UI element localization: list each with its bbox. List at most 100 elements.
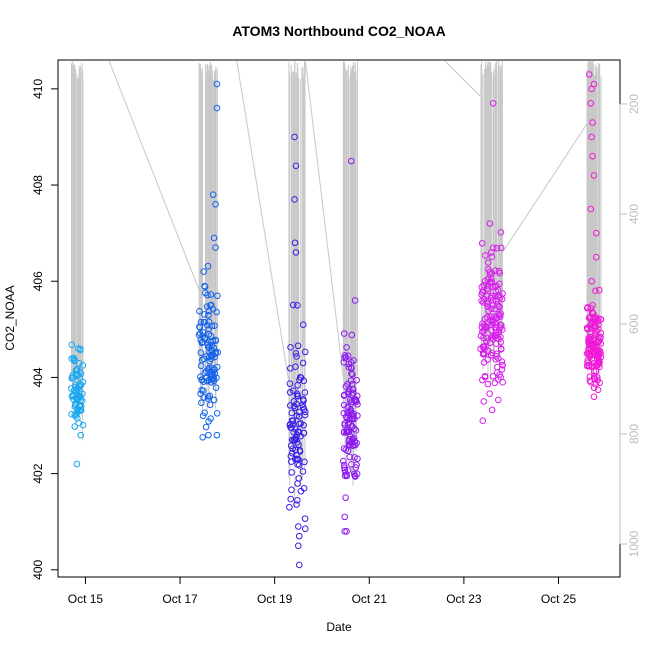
data-point [348,380,356,388]
data-point [492,356,499,363]
data-point [345,363,353,371]
data-point [346,441,354,449]
data-point [209,305,217,313]
data-point [489,332,496,340]
data-point [591,324,599,332]
data-point [196,323,204,331]
data-point [349,371,356,378]
data-point [595,351,603,358]
data-point [591,313,599,321]
data-point [340,429,348,436]
data-point [295,475,303,482]
data-point [480,359,488,366]
right-tick-label: 600 [627,314,641,334]
data-point [204,393,212,400]
data-point [351,297,359,304]
data-point [341,420,349,427]
data-point [301,515,309,522]
data-point [205,330,213,338]
data-point [497,324,504,332]
data-point [497,244,505,252]
data-point [347,407,354,415]
data-point [212,244,219,251]
data-point [494,396,502,404]
data-point [76,392,84,400]
data-point [482,252,489,259]
data-point [488,249,495,256]
data-point [583,304,591,312]
x-tick-label: Oct 17 [162,592,198,606]
data-point [70,354,77,362]
data-point [340,401,348,409]
data-point [588,133,595,141]
data-point [288,409,296,417]
data-point [590,393,598,400]
data-point [294,301,301,309]
data-point [345,386,353,393]
data-point [68,374,76,382]
data-point [347,377,355,384]
data-point [590,80,598,88]
data-point [585,362,593,370]
data-point [497,345,505,353]
data-point [292,446,299,454]
data-point [212,200,219,208]
data-point [340,457,347,465]
data-point [286,420,294,428]
trace-connector [444,60,484,99]
data-point [479,299,487,306]
data-point [341,513,348,521]
data-point [210,396,218,404]
data-point [499,378,506,386]
data-point [292,363,299,370]
data-point [342,494,349,501]
data-point [301,389,309,396]
trace-connector [236,60,292,397]
data-point [480,334,487,342]
data-point [585,314,593,322]
data-point [209,191,217,198]
data-point [593,253,600,261]
chart-title: ATOM3 Northbound CO2_NOAA [232,23,445,39]
data-point [340,330,348,337]
data-point [207,355,215,363]
data-point [492,340,500,347]
data-point [288,458,295,465]
data-point [73,410,80,418]
data-point [211,353,219,361]
data-point [299,321,307,328]
data-point [205,418,212,425]
data-point [586,353,594,360]
data-point [350,357,357,364]
data-point [300,484,308,492]
data-point [295,532,303,540]
data-point [493,353,500,360]
data-point [341,421,349,429]
data-point [200,394,208,401]
data-point [344,352,352,360]
data-point [486,268,494,276]
data-point [300,377,308,385]
trace-connector [304,60,344,378]
data-point [593,374,601,381]
data-point [341,354,348,362]
x-axis-label: Date [326,620,352,634]
data-point [291,196,298,203]
data-point [348,461,355,468]
data-point [197,390,204,398]
data-point [589,119,596,126]
data-point [597,350,604,357]
data-point [488,253,496,261]
data-point [286,503,293,511]
data-point [70,392,77,400]
data-point [597,316,605,323]
data-point [70,396,77,403]
data-point [72,367,80,374]
data-point [75,419,83,427]
y-tick-label: 406 [31,271,45,291]
data-point [69,372,76,379]
data-point [205,318,213,326]
data-point [213,409,221,417]
plot-frame [57,59,621,578]
data-point [287,495,295,503]
